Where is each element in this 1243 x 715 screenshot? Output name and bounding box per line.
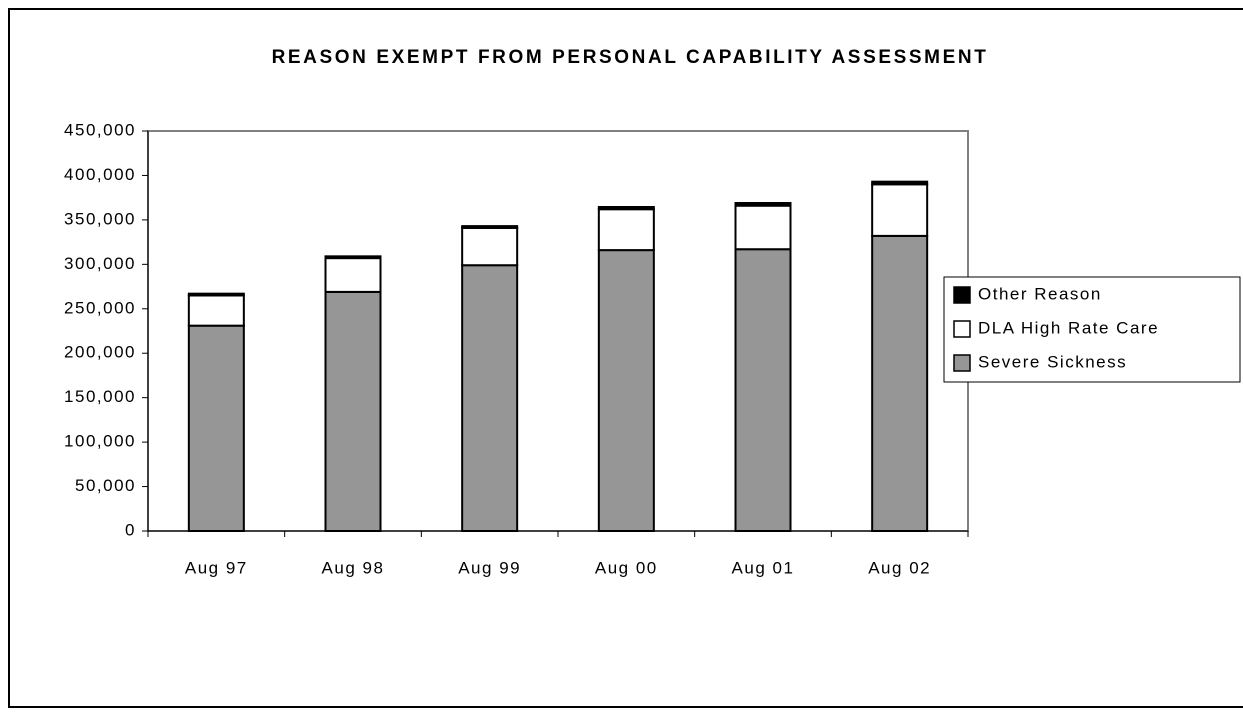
bar-segment [461, 225, 519, 229]
y-tick-label: 150,000 [64, 387, 136, 406]
bar-segment [324, 257, 382, 293]
bar-segment [187, 324, 245, 532]
bar-segment [734, 248, 792, 532]
y-tick-label: 450,000 [64, 120, 136, 139]
bar-segment [324, 290, 382, 532]
chart-title: REASON EXEMPT FROM PERSONAL CAPABILITY A… [272, 47, 989, 68]
bar-segment [597, 206, 655, 211]
bar-segment [187, 292, 245, 297]
y-tick-label: 200,000 [64, 343, 136, 362]
legend-swatch [953, 286, 971, 304]
legend-swatch [953, 320, 971, 338]
y-tick-label: 100,000 [64, 432, 136, 451]
bar-segment [871, 180, 929, 186]
chart-frame [8, 8, 1243, 708]
y-tick-label: 400,000 [64, 165, 136, 184]
legend-label: Severe Sickness [978, 352, 1127, 371]
y-tick-label: 300,000 [64, 254, 136, 273]
bar-segment [597, 249, 655, 532]
x-tick-label: Aug 98 [322, 558, 385, 577]
legend-label: Other Reason [978, 284, 1102, 303]
legend-swatch [953, 354, 971, 372]
x-tick-label: Aug 01 [732, 558, 795, 577]
y-tick-label: 350,000 [64, 209, 136, 228]
bar-segment [597, 208, 655, 252]
y-tick-label: 0 [125, 520, 136, 539]
plot-area [147, 130, 969, 532]
bar-segment [734, 202, 792, 207]
x-tick-label: Aug 97 [185, 558, 248, 577]
x-tick-label: Aug 00 [595, 558, 658, 577]
legend-label: DLA High Rate Care [978, 318, 1159, 337]
x-tick-label: Aug 99 [458, 558, 521, 577]
y-tick-label: 250,000 [64, 298, 136, 317]
y-tick-label: 50,000 [75, 476, 136, 495]
bar-segment [734, 204, 792, 251]
legend-box [943, 276, 1241, 383]
bar-segment [187, 294, 245, 327]
bar-segment [871, 234, 929, 532]
bar-segment [461, 226, 519, 267]
x-tick-label: Aug 02 [868, 558, 931, 577]
bar-segment [871, 183, 929, 237]
bar-segment [324, 255, 382, 260]
bar-segment [461, 264, 519, 532]
